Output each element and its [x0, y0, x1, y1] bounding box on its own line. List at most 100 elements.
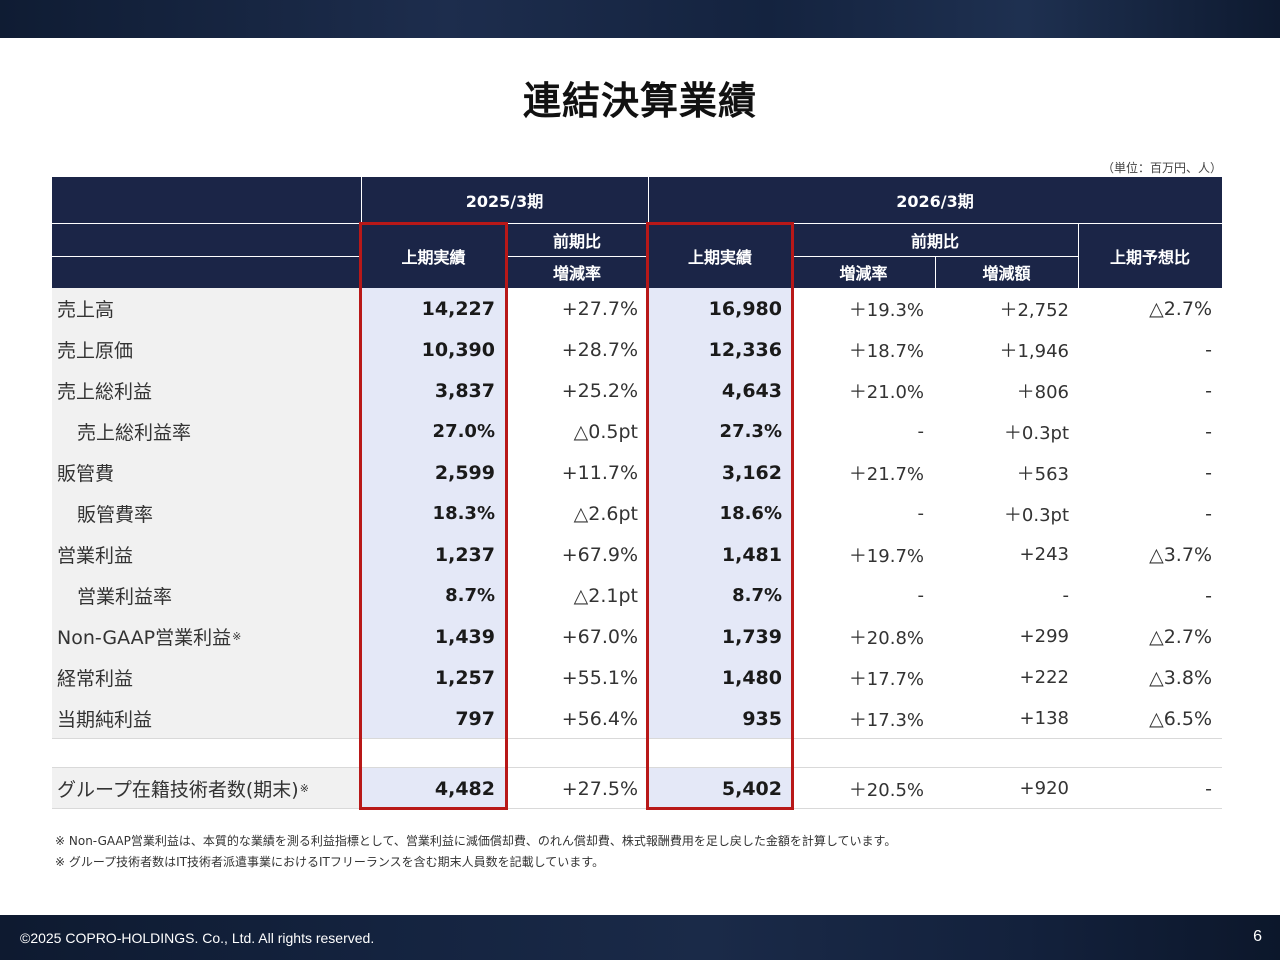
amount-2026: +299: [1019, 626, 1069, 647]
actual-2026: 3,162: [721, 461, 782, 484]
amount-2026: ＋0.3pt: [1003, 504, 1069, 526]
actual-2026: 12,336: [708, 338, 782, 361]
header-amount-2026: 増減額: [982, 264, 1031, 283]
rate-2025: △0.5pt: [573, 420, 638, 443]
rate-2026: ＋21.7%: [848, 463, 924, 485]
label-column-bg: [52, 768, 361, 809]
actual-2025: 1,237: [434, 543, 495, 566]
header-background: [52, 177, 1222, 288]
actual-2025: 27.0%: [432, 421, 495, 442]
rate-2026: ＋17.7%: [848, 668, 924, 690]
forecast-2026: △3.7%: [1149, 543, 1212, 566]
rate-2025: +11.7%: [561, 461, 638, 484]
amount-2026: ＋1,946: [999, 340, 1069, 362]
row-label-text: グループ在籍技術者数(期末): [57, 779, 299, 801]
rate-2026: -: [917, 585, 925, 606]
forecast-2026: -: [1205, 461, 1212, 484]
actual-2025: 1,439: [434, 625, 495, 648]
actual-2025: 14,227: [421, 297, 495, 320]
forecast-2026: -: [1205, 420, 1212, 443]
rate-2025: △2.6pt: [573, 502, 638, 525]
actual-2025: 797: [455, 707, 495, 730]
header-divider: [52, 256, 361, 257]
rate-2025: +67.0%: [561, 625, 638, 648]
forecast-2026: -: [1205, 502, 1212, 525]
period-2025: 2025/3期: [465, 192, 544, 211]
actual-2025: 8.7%: [445, 585, 495, 606]
highlight-column-bg: [361, 288, 506, 739]
footer-banner: ©2025 COPRO-HOLDINGS. Co., Ltd. All righ…: [0, 915, 1280, 960]
actual-2026: 8.7%: [732, 585, 782, 606]
row-label: 当期純利益: [57, 709, 153, 731]
amount-2026: +920: [1019, 778, 1069, 799]
rate-2026: ＋18.7%: [848, 340, 924, 362]
rate-2025: +25.2%: [561, 379, 638, 402]
row-separator: [52, 738, 1222, 739]
forecast-2026: △3.8%: [1149, 666, 1212, 689]
table-row: 営業利益率 8.7% △2.1pt 8.7% - - -: [52, 575, 1222, 616]
actual-2025: 18.3%: [432, 503, 495, 524]
row-separator: [52, 808, 1222, 809]
footnote: ※ Non-GAAP営業利益は、本質的な業績を測る利益指標として、営業利益に減価…: [55, 834, 897, 848]
header-divider: [506, 256, 648, 257]
unit-note: （単位：百万円、人）: [1101, 161, 1222, 175]
forecast-2026: △6.5%: [1149, 707, 1212, 730]
header-divider: [52, 223, 1222, 224]
footnote-mark: ※: [299, 782, 309, 795]
amount-2026: ＋563: [1016, 463, 1069, 485]
actual-2026: 935: [742, 707, 782, 730]
top-banner: [0, 0, 1280, 38]
footnote: ※ グループ技術者数はIT技術者派遣事業におけるITフリーランスを含む期末人員数…: [55, 855, 605, 869]
rate-2026: ＋20.8%: [848, 627, 924, 649]
actual-2026: 4,643: [721, 379, 782, 402]
actual-2025: 4,482: [434, 777, 495, 800]
table-row: 営業利益 1,237 +67.9% 1,481 ＋19.7% +243 △3.7…: [52, 534, 1222, 575]
rate-2025: +55.1%: [561, 666, 638, 689]
row-label: 営業利益率: [77, 586, 173, 608]
amount-2026: ＋2,752: [999, 299, 1069, 321]
footnote-mark: ※: [232, 630, 242, 643]
rate-2026: ＋19.7%: [848, 545, 924, 567]
forecast-2026: -: [1205, 338, 1212, 361]
rate-2026: -: [917, 421, 925, 442]
row-label: 売上総利益率: [77, 422, 192, 444]
header-actual-2025: 上期実績: [401, 248, 466, 267]
rate-2026: ＋21.0%: [848, 381, 924, 403]
forecast-2026: -: [1205, 584, 1212, 607]
highlight-frame-2026: [646, 222, 794, 810]
label-column-bg: [52, 288, 361, 739]
forecast-2026: △2.7%: [1149, 625, 1212, 648]
rate-2025: +27.5%: [561, 777, 638, 800]
table-row: 売上高 14,227 +27.7% 16,980 ＋19.3% ＋2,752 △…: [52, 288, 1222, 329]
row-separator: [52, 767, 1222, 768]
header-forecast-2026: 上期予想比: [1109, 248, 1190, 267]
row-label-text: Non-GAAP営業利益: [57, 627, 232, 649]
period-2026: 2026/3期: [896, 192, 974, 211]
amount-2026: +138: [1019, 708, 1069, 729]
amount-2026: ＋806: [1016, 381, 1069, 403]
row-label: グループ在籍技術者数(期末) ※: [57, 768, 309, 809]
actual-2026: 27.3%: [719, 421, 782, 442]
table-row: 販管費 2,599 +11.7% 3,162 ＋21.7% ＋563 -: [52, 452, 1222, 493]
header-divider: [792, 256, 1078, 257]
highlight-frame-2025: [359, 222, 508, 810]
row-label: 売上原価: [57, 340, 134, 362]
actual-2026: 16,980: [708, 297, 782, 320]
table-row: 売上総利益 3,837 +25.2% 4,643 ＋21.0% ＋806 -: [52, 370, 1222, 411]
highlight-column-bg: [648, 288, 792, 739]
highlight-column-bg: [648, 768, 792, 809]
table-row: 売上総利益率 27.0% △0.5pt 27.3% - ＋0.3pt -: [52, 411, 1222, 452]
rate-2026: -: [917, 503, 925, 524]
row-label: Non-GAAP営業利益 ※: [57, 616, 241, 657]
row-label: 営業利益: [57, 545, 134, 567]
table-row-engineers: グループ在籍技術者数(期末) ※ 4,482 +27.5% 5,402 ＋20.5…: [52, 768, 1222, 809]
rate-2025: +27.7%: [561, 297, 638, 320]
actual-2025: 3,837: [434, 379, 495, 402]
table-row: 売上原価 10,390 +28.7% 12,336 ＋18.7% ＋1,946 …: [52, 329, 1222, 370]
actual-2026: 5,402: [721, 777, 782, 800]
header-yoy-2026: 前期比: [910, 232, 959, 251]
header-divider: [1078, 224, 1079, 288]
rate-2025: +56.4%: [561, 707, 638, 730]
header-divider: [935, 256, 936, 288]
amount-2026: ＋0.3pt: [1003, 422, 1069, 444]
